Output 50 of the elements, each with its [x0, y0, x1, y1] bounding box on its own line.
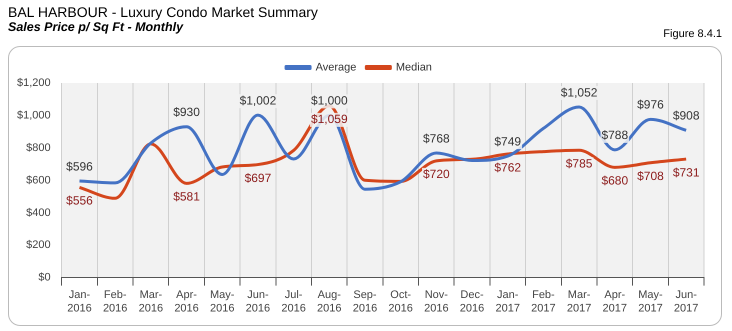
x-tick-label: Mar-2017	[566, 289, 592, 314]
x-tick-label: Feb-2016	[102, 289, 128, 314]
data-label: $908	[672, 108, 700, 123]
x-tick-label: Dec-2016	[460, 289, 484, 314]
x-tick-label: Feb-2017	[531, 289, 556, 314]
chart-title: BAL HARBOUR - Luxury Condo Market Summary	[8, 4, 319, 20]
data-label: $708	[637, 169, 664, 184]
data-label: $762	[494, 160, 522, 174]
data-label: $1,000	[310, 94, 348, 108]
x-tick-label: Sep-2016	[352, 289, 378, 314]
x-tick-label: Nov-2016	[424, 289, 449, 314]
x-tick-label: Jan-2016	[67, 289, 92, 314]
y-tick-label: $800	[26, 142, 51, 154]
y-tick-label: $1,000	[16, 109, 51, 122]
legend-label: Median	[396, 62, 432, 74]
data-label: $768	[423, 131, 450, 146]
legend-label: Average	[316, 62, 356, 74]
x-tick-label: Apr-2017	[602, 289, 628, 314]
x-tick-label: Mar-2016	[138, 289, 164, 314]
data-label: $1,052	[560, 85, 598, 100]
y-tick-label: $400	[26, 206, 51, 219]
x-tick-label: Jul-2016	[281, 289, 306, 314]
data-label: $697	[244, 170, 272, 185]
data-label: $596	[66, 159, 94, 174]
data-label: $788	[601, 128, 628, 142]
data-label: $720	[423, 167, 450, 182]
x-tick-label: Jan-2017	[495, 289, 520, 314]
data-label: $731	[672, 165, 700, 180]
data-label: $749	[494, 134, 522, 148]
chart-subtitle: Sales Price p/ Sq Ft - Monthly	[8, 20, 184, 34]
x-tick-label: Oct-2016	[388, 289, 413, 314]
caption: Figure 8.4.1	[663, 28, 722, 40]
data-label: $1,002	[240, 93, 277, 108]
data-label: $785	[566, 156, 593, 171]
y-tick-label: $0	[38, 272, 51, 284]
y-tick-label: $600	[26, 174, 51, 186]
data-label: $556	[66, 194, 94, 208]
data-label: $581	[173, 190, 200, 204]
y-tick-label: $200	[26, 239, 51, 252]
x-tick-label: Apr-2016	[174, 289, 199, 314]
x-tick-label: May-2016	[210, 289, 235, 314]
data-label: $1,059	[310, 112, 348, 126]
x-tick-label: Jun-2017	[674, 289, 698, 314]
x-tick-label: Aug-2016	[317, 289, 342, 314]
data-label: $930	[173, 105, 200, 120]
x-tick-label: May-2017	[638, 289, 664, 314]
data-label: $976	[637, 98, 664, 112]
data-label: $680	[601, 174, 628, 188]
x-tick-label: Jun-2016	[246, 289, 270, 314]
y-tick-label: $1,200	[16, 77, 51, 90]
